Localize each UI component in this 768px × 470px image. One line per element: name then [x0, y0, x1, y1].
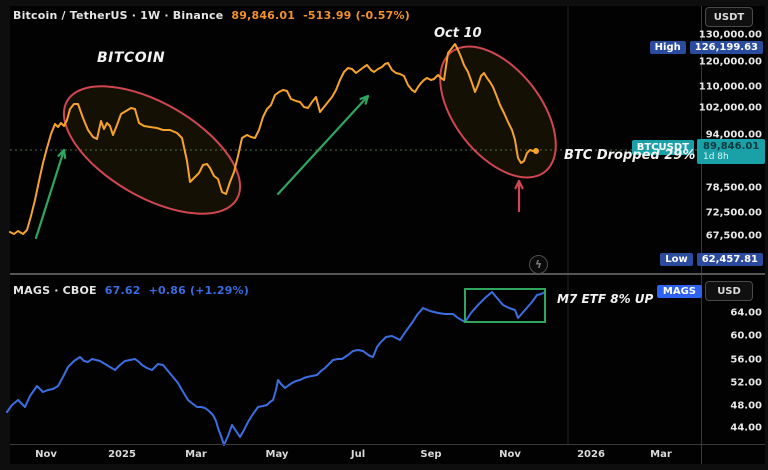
- chart-background[interactable]: [10, 6, 765, 464]
- time-tick: Mar: [650, 449, 672, 460]
- price-tick: 48.00: [730, 400, 762, 412]
- annotation-btc-dropped: BTC Dropped 29%: [564, 148, 696, 163]
- annotation-m7-etf: M7 ETF 8% UP: [557, 292, 654, 306]
- price-tick: 56.00: [730, 354, 762, 366]
- high-badge: High 126,199.63: [649, 41, 763, 54]
- high-value: 126,199.63: [689, 41, 763, 54]
- price-tick: 72,500.00: [705, 207, 762, 219]
- price-axis-border: [701, 6, 702, 464]
- price-tick: 52.00: [730, 377, 762, 389]
- price-axis-lower[interactable]: 64.00 60.00 56.00 52.00 48.00 44.00: [702, 0, 768, 470]
- low-label: Low: [660, 253, 693, 266]
- time-axis[interactable]: Nov 2025 Mar May Jul Sep Nov 2026 Mar: [10, 447, 701, 464]
- last-price-btc: 89,846.01: [231, 9, 296, 22]
- pane-separator[interactable]: [10, 273, 765, 275]
- mags-badge: MAGS: [656, 285, 702, 298]
- price-tick: 78,500.00: [705, 182, 762, 194]
- time-axis-border: [10, 444, 765, 445]
- high-label: High: [649, 41, 686, 54]
- price-axis-upper[interactable]: 130,000.00 120,000.00 110,000.00 102,000.00…: [698, 0, 768, 470]
- time-tick: 2026: [577, 449, 605, 460]
- symbol-header-btc[interactable]: Bitcoin / TetherUS · 1W · Binance 89,846.…: [13, 9, 410, 22]
- time-tick: Jul: [350, 449, 366, 460]
- price-tick: 44.00: [730, 422, 762, 434]
- time-tick: Nov: [35, 449, 57, 460]
- current-price-badge: BTCUSDT 89,846.01 1d 8h: [631, 139, 765, 164]
- price-tick: 94,000.00: [705, 129, 762, 141]
- current-price-symbol: BTCUSDT: [631, 140, 694, 155]
- low-badge: Low 62,457.81: [660, 253, 763, 266]
- time-tick: 2025: [108, 449, 136, 460]
- price-tick: 120,000.00: [698, 56, 762, 68]
- annotation-oct10: Oct 10: [434, 26, 482, 41]
- price-tick: 67,500.00: [705, 230, 762, 242]
- price-tick: 130,000.00: [698, 29, 762, 41]
- last-price-mags: 67.62: [104, 284, 141, 297]
- price-tick: 102,000.00: [698, 102, 762, 114]
- time-tick: Mar: [185, 449, 207, 460]
- symbol-header-mags[interactable]: MAGS · CBOE 67.62 +0.86 (+1.29%): [13, 284, 249, 297]
- time-tick: Nov: [499, 449, 521, 460]
- change-mags: +0.86 (+1.29%): [148, 284, 249, 297]
- symbol-title-btc: Bitcoin / TetherUS · 1W · Binance: [13, 9, 224, 22]
- low-value: 62,457.81: [696, 253, 763, 266]
- lightning-icon[interactable]: ϟ: [529, 255, 548, 274]
- price-tick: 60.00: [730, 330, 762, 342]
- annotation-bitcoin: BITCOIN: [97, 50, 166, 66]
- change-btc: -513.99 (-0.57%): [303, 9, 410, 22]
- currency-button-usdt[interactable]: USDT: [705, 7, 753, 27]
- time-tick: Sep: [420, 449, 442, 460]
- currency-button-usd[interactable]: USD: [705, 281, 753, 301]
- current-price-value: 89,846.01: [703, 141, 760, 152]
- time-tick: May: [265, 449, 289, 460]
- price-tick: 110,000.00: [698, 81, 762, 93]
- price-tick: 64.00: [730, 307, 762, 319]
- symbol-title-mags: MAGS · CBOE: [13, 284, 97, 297]
- bar-countdown: 1d 8h: [703, 152, 729, 162]
